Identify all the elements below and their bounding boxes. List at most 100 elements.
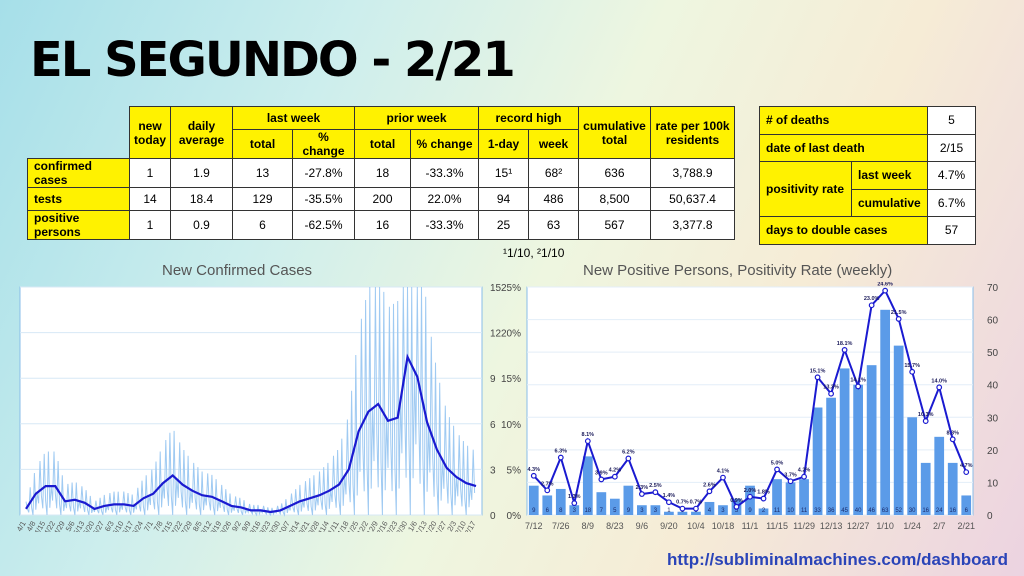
chart2-rate-point <box>625 455 632 462</box>
chart2-bar <box>826 397 836 515</box>
cell-lw-total: 13 <box>232 158 294 188</box>
chart2-bar <box>664 511 674 515</box>
empty-corner <box>28 107 130 130</box>
chart2-rate-point <box>598 476 605 483</box>
cell-new-today: 14 <box>128 187 172 211</box>
chart2-left-y-tick: 10% <box>501 420 521 431</box>
chart2-bar <box>772 479 782 515</box>
header-rate: rate per 100k residents <box>650 106 736 159</box>
header-last-week: last week <box>232 106 356 130</box>
chart2-x-tick: 7/12 <box>525 521 543 531</box>
chart2-rate-label: 24.6% <box>877 282 893 288</box>
cell-rate: 3,788.9 <box>650 158 736 188</box>
cell-pw-change: -33.3% <box>410 158 480 188</box>
chart2-bar-label: 30 <box>909 508 916 514</box>
chart2-bar <box>934 436 945 515</box>
last-death-label: date of last death <box>759 133 928 162</box>
table-row: date of last death 2/15 <box>759 133 976 162</box>
chart2-bar-label: 3 <box>654 508 658 514</box>
cell-daily-average: 0.9 <box>170 210 234 240</box>
chart1-x-tick: 4/1 <box>15 520 28 533</box>
header-cumulative-total: cumulative total <box>578 106 652 159</box>
cell-daily-average: 18.4 <box>170 187 234 211</box>
cell-rec-week: 63 <box>528 210 580 240</box>
chart1-y-tick: 15 <box>490 283 502 294</box>
chart2-bar <box>745 485 755 515</box>
header-daily-average: daily average <box>170 106 234 159</box>
chart2-rate-label: 2.5% <box>649 483 662 489</box>
chart2-rate-point <box>747 493 753 500</box>
chart2-rate-label: 4.3% <box>527 467 540 473</box>
page-title: EL SEGUNDO - 2/21 <box>30 32 516 88</box>
chart2-rate-label: 0.7% <box>676 500 689 506</box>
record-footnote: ¹1/10, ²1/10 <box>503 246 565 260</box>
chart2-bar-label: 9 <box>748 508 752 514</box>
chart2-rate-point <box>557 454 564 461</box>
cell-cumulative: 8,500 <box>578 187 652 211</box>
chart2-rate-point <box>720 474 726 481</box>
cell-rec-week: 486 <box>528 187 580 211</box>
last-death-value: 2/15 <box>927 133 976 162</box>
chart2-bar <box>866 365 877 515</box>
empty-corner-2 <box>28 130 130 159</box>
chart2-bar <box>839 368 850 515</box>
chart2-right-y-tick: 30 <box>987 413 999 424</box>
header-prior-week: prior week <box>354 106 480 130</box>
table-row: cumulative 6.7% <box>760 188 976 217</box>
chart2-bar <box>555 488 566 515</box>
chart2-x-tick: 8/9 <box>582 521 595 531</box>
cell-rec-week: 68² <box>528 158 580 188</box>
positive-persons-chart: 0 10 20 30 40 50 60 70 0% 5% 10% 15% 20% 25% 9 6 8 3 18 7 5 9… <box>501 282 999 531</box>
dashboard-url-link[interactable]: http://subliminalmachines.com/dashboard <box>667 550 1008 569</box>
chart2-bar <box>812 407 823 515</box>
chart2-bar <box>704 501 715 515</box>
header-row-1: new today daily average last week prior … <box>28 106 736 159</box>
chart1-y-tick: 9 <box>490 374 496 385</box>
chart1-daily-line <box>25 286 476 517</box>
chart2-rate-label: 6.2% <box>622 449 635 455</box>
chart2-rate-point <box>801 473 807 480</box>
header-rec-day: 1-day <box>478 129 530 159</box>
chart2-right-y-tick: 70 <box>987 283 999 294</box>
table-row: days to double cases 57 <box>759 216 976 245</box>
chart1-y-tick: 6 <box>490 420 496 431</box>
chart2-rate-label: 5.0% <box>771 460 784 466</box>
cell-pw-change: -33.3% <box>410 210 480 240</box>
cell-new-today: 1 <box>128 210 172 240</box>
cell-lw-change: -27.8% <box>292 158 356 188</box>
chart2-rate-label: 21.5% <box>891 310 907 316</box>
chart1-y-tick: 3 <box>490 465 496 476</box>
cell-rate: 3,377.8 <box>650 210 736 240</box>
positivity-label: positivity rate <box>759 161 852 217</box>
chart2-bar-label: 18 <box>584 508 591 514</box>
chart2-rate-label: 1.3% <box>568 494 581 500</box>
chart2-rate-label: 10.3% <box>918 412 934 418</box>
header-lw-total: total <box>232 129 294 159</box>
chart2-bar <box>596 492 607 515</box>
chart2-bar <box>677 511 688 515</box>
chart2-rate-label: 14.1% <box>850 377 866 383</box>
chart2-bar <box>542 495 553 515</box>
chart2-bar <box>785 482 796 515</box>
chart1-y-tick: 12 <box>490 329 502 340</box>
chart2-bar <box>799 479 809 515</box>
cell-lw-change: -62.5% <box>292 210 356 240</box>
new-cases-chart: 036912154/14/84/154/224/295/65/135/205/2… <box>15 283 502 533</box>
chart2-rate-label: 3.7% <box>784 472 797 478</box>
chart2-x-tick: 10/18 <box>712 521 735 531</box>
header-record-high: record high <box>478 106 580 130</box>
chart2-rate-point <box>638 491 645 497</box>
chart1-x-tick: 1/6 <box>406 520 419 533</box>
chart2-left-y-tick: 25% <box>501 283 521 294</box>
chart2-rate-label: 8.1% <box>582 432 595 438</box>
chart1-x-tick: 9/2 <box>230 520 243 533</box>
chart2-rate-point <box>706 488 713 495</box>
chart1-x-tick: 5/6 <box>64 520 77 533</box>
chart2-rate-point <box>787 478 794 485</box>
chart2-bar-label: 6 <box>546 508 550 514</box>
chart2-rate-label: 2.3% <box>636 485 649 491</box>
cell-pw-change: 22.0% <box>410 187 480 211</box>
chart2-bar <box>569 505 580 515</box>
chart1-x-tick: 2/3 <box>445 520 458 533</box>
chart2-bar-label: 40 <box>855 508 862 514</box>
